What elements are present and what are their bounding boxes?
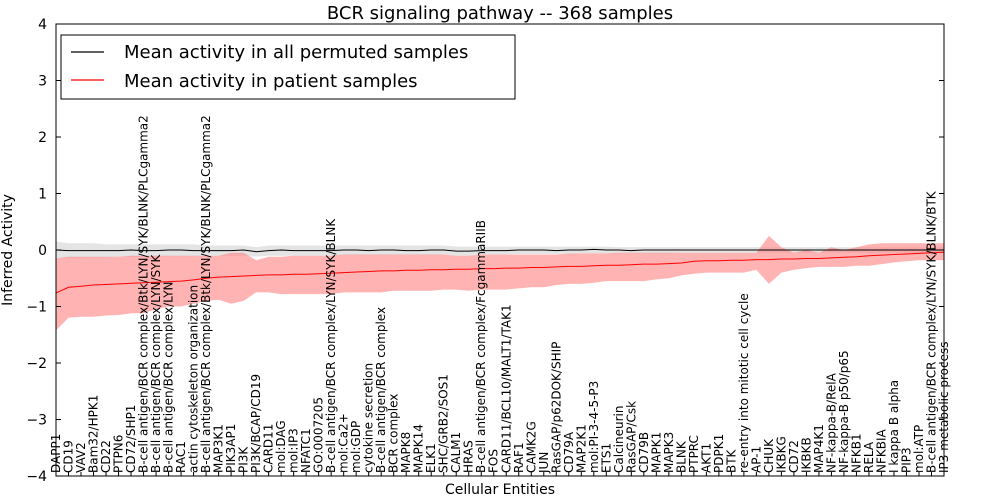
x-tick-label: CHUK — [762, 438, 776, 473]
x-tick-label: BTK — [724, 448, 738, 473]
x-tick-label: AP-1 — [749, 446, 763, 473]
x-tick-label: B-cell antigen/BCR complex/Btk/LYN/SYK/B… — [137, 115, 151, 473]
x-tick-label: NFKB1 — [850, 433, 864, 473]
x-tick-label: IKBKB — [799, 437, 813, 473]
x-tick-labels: DAPP1CD19VAV2Bam32/HPK1CD22PTPN6CD72/SHP… — [49, 115, 951, 476]
x-tick-label: CD79A — [562, 431, 576, 473]
y-tick-label: 1 — [38, 187, 47, 203]
x-tick-label: SHC/GRB2/SOS1 — [437, 374, 451, 473]
x-tick-label: CALM1 — [449, 432, 463, 473]
x-tick-label: CAMK2G — [524, 421, 538, 473]
legend-label-permuted: Mean activity in all permuted samples — [124, 42, 468, 63]
x-tick-label: Bam32/HPK1 — [87, 395, 101, 473]
x-tick-label: CD72/SHP1 — [124, 405, 138, 473]
y-tick-label: −3 — [26, 413, 47, 429]
x-tick-label: re-entry into mitotic cell cycle — [737, 293, 751, 473]
x-tick-label: HRAS — [462, 440, 476, 473]
x-tick-label: PI3K/BCAP/CD19 — [249, 374, 263, 473]
x-tick-label: NF-kappa-B p50/p65 — [837, 350, 851, 473]
x-tick-label: CD79B — [637, 432, 651, 473]
y-tick-label: −1 — [26, 300, 47, 316]
x-tick-label: MAPK1 — [649, 432, 663, 473]
legend: Mean activity in all permuted samples Me… — [60, 34, 516, 100]
y-tick-label: 4 — [38, 17, 47, 33]
y-tick-label: −4 — [26, 469, 47, 485]
x-tick-label: CD72 — [787, 440, 801, 473]
x-tick-label: VAV2 — [74, 442, 88, 473]
x-tick-label: mol:PI-3-4-5-P3 — [587, 381, 601, 473]
x-tick-label: NFATC1 — [299, 428, 313, 473]
y-tick-label: −2 — [26, 356, 47, 372]
x-tick-label: B-cell antigen/BCR complex/LYN — [162, 281, 176, 473]
legend-label-patient: Mean activity in patient samples — [124, 71, 418, 92]
x-tick-label: mol:Ca2+ — [337, 413, 351, 473]
y-axis-label: Inferred Activity — [0, 194, 16, 306]
x-tick-label: CD19 — [62, 440, 76, 473]
confidence-bands — [56, 235, 944, 331]
x-tick-label: mol:DAG — [274, 420, 288, 473]
x-tick-label: PIK3AP1 — [224, 424, 238, 473]
x-tick-label: MAPK14 — [412, 424, 426, 473]
x-tick-label: MAP3K1 — [212, 424, 226, 473]
y-tick-label: 0 — [38, 243, 47, 259]
x-axis-label: Cellular Entities — [445, 482, 555, 498]
x-tick-label: RAC1 — [174, 441, 188, 473]
x-tick-label: MAP2K1 — [574, 424, 588, 473]
x-tick-label: RAF1 — [512, 442, 526, 473]
x-tick-label: AKT1 — [699, 443, 713, 473]
x-tick-label: B-cell antigen/BCR complex/LYN/SYK/BLNK/… — [925, 190, 939, 473]
x-tick-label: B-cell antigen/BCR complex — [374, 307, 388, 473]
y-tick-label: 3 — [38, 74, 47, 90]
chart-title: BCR signaling pathway -- 368 samples — [327, 3, 673, 24]
permuted-band — [56, 241, 944, 259]
x-tick-label: ELK1 — [424, 443, 438, 473]
x-tick-label: Calcineurin — [612, 406, 626, 473]
x-tick-label: MAPK8 — [399, 432, 413, 473]
x-tick-label: BLNK — [674, 440, 688, 473]
x-tick-label: mol:ATP — [912, 425, 926, 473]
x-tick-label: RELA — [862, 441, 876, 473]
x-tick-label: PTPRC — [687, 435, 701, 473]
x-tick-label: NFKBIA — [875, 428, 889, 473]
x-tick-label: B-cell antigen/BCR complex/Btk/LYN/SYK/B… — [199, 115, 213, 473]
x-tick-label: mol:GDP — [349, 421, 363, 473]
y-axis: −4 −3 −2 −1 0 1 2 3 4 — [26, 17, 944, 485]
patient-band — [56, 235, 944, 331]
x-tick-label: PDPK1 — [712, 434, 726, 473]
x-tick-label: GO:0007205 — [312, 397, 326, 473]
x-tick-label: CD22 — [99, 440, 113, 473]
x-tick-label: CARD11/BCL10/MALT1/TAK1 — [499, 304, 513, 473]
x-tick-label: JUN — [537, 452, 551, 474]
x-tick-label: B-cell antigen/BCR complex/LYN/SYK — [149, 253, 163, 473]
series-lines — [55, 248, 945, 294]
y-tick-label: 2 — [38, 130, 47, 146]
x-tick-label: ETS1 — [599, 443, 613, 473]
x-tick-label: cytokine secretion — [362, 363, 376, 473]
x-tick-label: mol:IP3 — [287, 428, 301, 473]
legend-box — [60, 34, 516, 100]
x-tick-label: B-cell antigen/BCR complex/FcgammaRIIB — [474, 220, 488, 473]
x-tick-label: MAPK3 — [662, 432, 676, 473]
x-tick-label: RasGAP/Csk — [624, 401, 638, 473]
x-tick-label: PI3K — [237, 446, 251, 473]
x-tick-label: B-cell antigen/BCR complex/LYN/SYK/BLNK — [324, 218, 338, 473]
x-tick-label: actin cytoskeleton organization — [187, 285, 201, 473]
x-tick-label: PIP3 — [900, 447, 914, 473]
permuted-mean-line — [55, 248, 944, 253]
x-tick-label: RasGAP/p62DOK/SHIP — [549, 342, 563, 473]
x-tick-label: CARD11 — [262, 424, 276, 473]
x-tick-label: PTPN6 — [112, 435, 126, 473]
x-tick-label: IKBKG — [774, 436, 788, 473]
x-tick-label: MAP4K1 — [812, 424, 826, 473]
x-tick-label: I kappa B alpha — [887, 380, 901, 473]
patient-mean-line — [55, 251, 945, 294]
x-tick-label: BCR complex — [387, 394, 401, 473]
x-tick-label: NF-kappa-B/RelA — [824, 372, 838, 473]
x-tick-label: FOS — [487, 449, 501, 473]
